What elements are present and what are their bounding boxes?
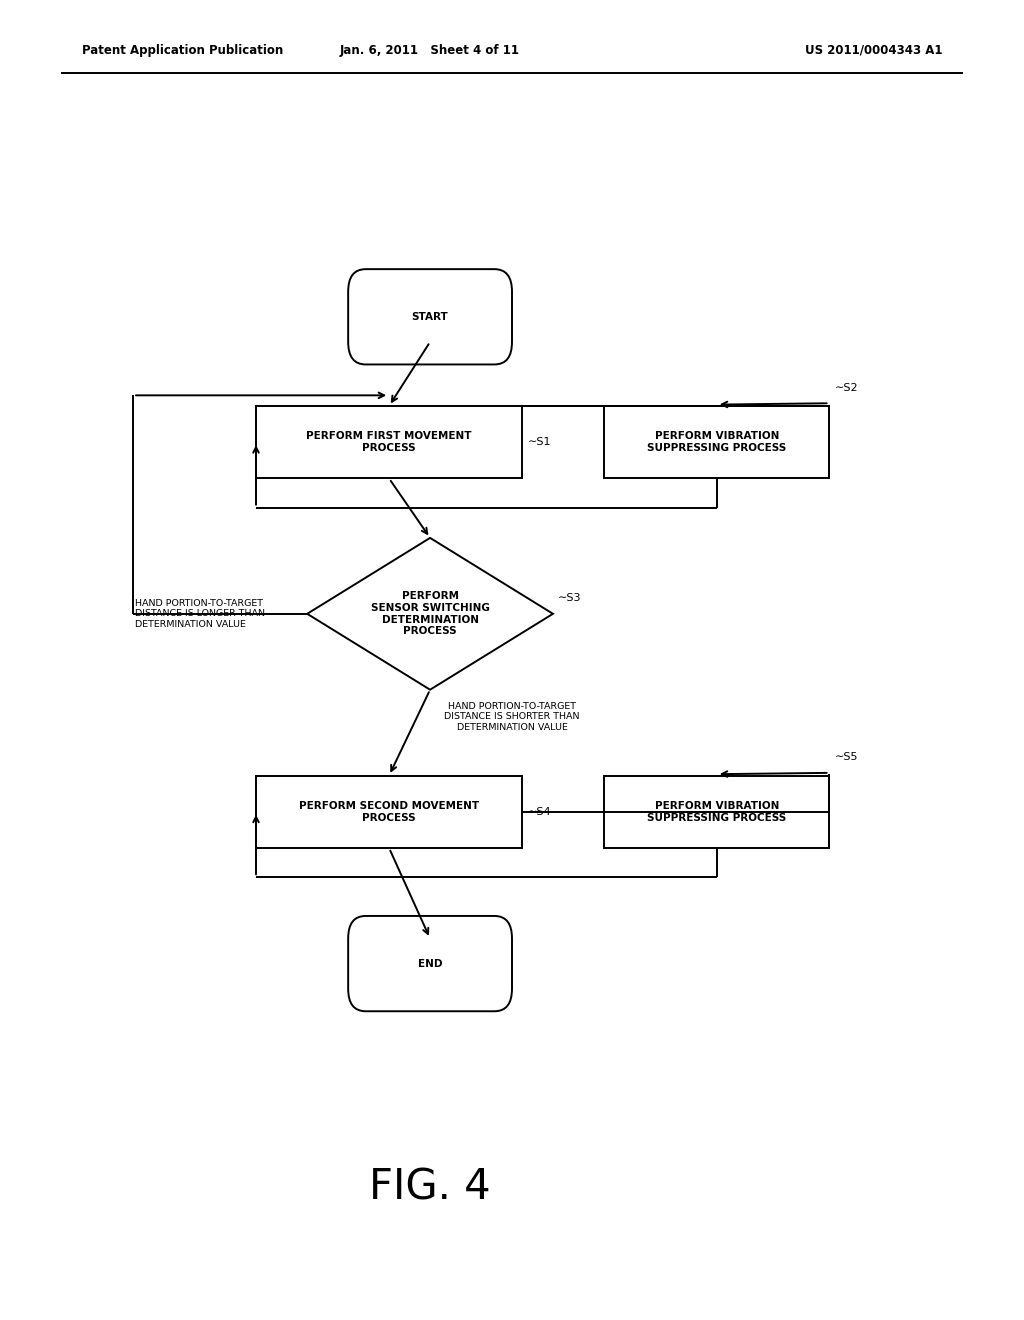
Text: START: START	[412, 312, 449, 322]
Text: US 2011/0004343 A1: US 2011/0004343 A1	[805, 44, 942, 57]
Text: PERFORM VIBRATION
SUPPRESSING PROCESS: PERFORM VIBRATION SUPPRESSING PROCESS	[647, 801, 786, 822]
Polygon shape	[307, 539, 553, 689]
Text: HAND PORTION-TO-TARGET
DISTANCE IS LONGER THAN
DETERMINATION VALUE: HAND PORTION-TO-TARGET DISTANCE IS LONGE…	[135, 599, 264, 628]
Bar	[604, 405, 829, 478]
Text: ∼S1: ∼S1	[527, 437, 551, 447]
Bar	[256, 405, 522, 478]
Text: END: END	[418, 958, 442, 969]
Bar	[604, 776, 829, 849]
Text: PERFORM VIBRATION
SUPPRESSING PROCESS: PERFORM VIBRATION SUPPRESSING PROCESS	[647, 432, 786, 453]
Text: HAND PORTION-TO-TARGET
DISTANCE IS SHORTER THAN
DETERMINATION VALUE: HAND PORTION-TO-TARGET DISTANCE IS SHORT…	[444, 702, 580, 731]
Bar	[256, 776, 522, 849]
Text: ∼S2: ∼S2	[835, 383, 858, 393]
Text: PERFORM FIRST MOVEMENT
PROCESS: PERFORM FIRST MOVEMENT PROCESS	[306, 432, 472, 453]
Text: ∼S4: ∼S4	[527, 807, 551, 817]
Text: PERFORM
SENSOR SWITCHING
DETERMINATION
PROCESS: PERFORM SENSOR SWITCHING DETERMINATION P…	[371, 591, 489, 636]
FancyBboxPatch shape	[348, 269, 512, 364]
Text: Jan. 6, 2011   Sheet 4 of 11: Jan. 6, 2011 Sheet 4 of 11	[340, 44, 520, 57]
Text: Patent Application Publication: Patent Application Publication	[82, 44, 284, 57]
Text: FIG. 4: FIG. 4	[370, 1167, 490, 1209]
FancyBboxPatch shape	[348, 916, 512, 1011]
Text: PERFORM SECOND MOVEMENT
PROCESS: PERFORM SECOND MOVEMENT PROCESS	[299, 801, 479, 822]
Text: ∼S3: ∼S3	[558, 593, 582, 603]
Text: ∼S5: ∼S5	[835, 752, 858, 762]
